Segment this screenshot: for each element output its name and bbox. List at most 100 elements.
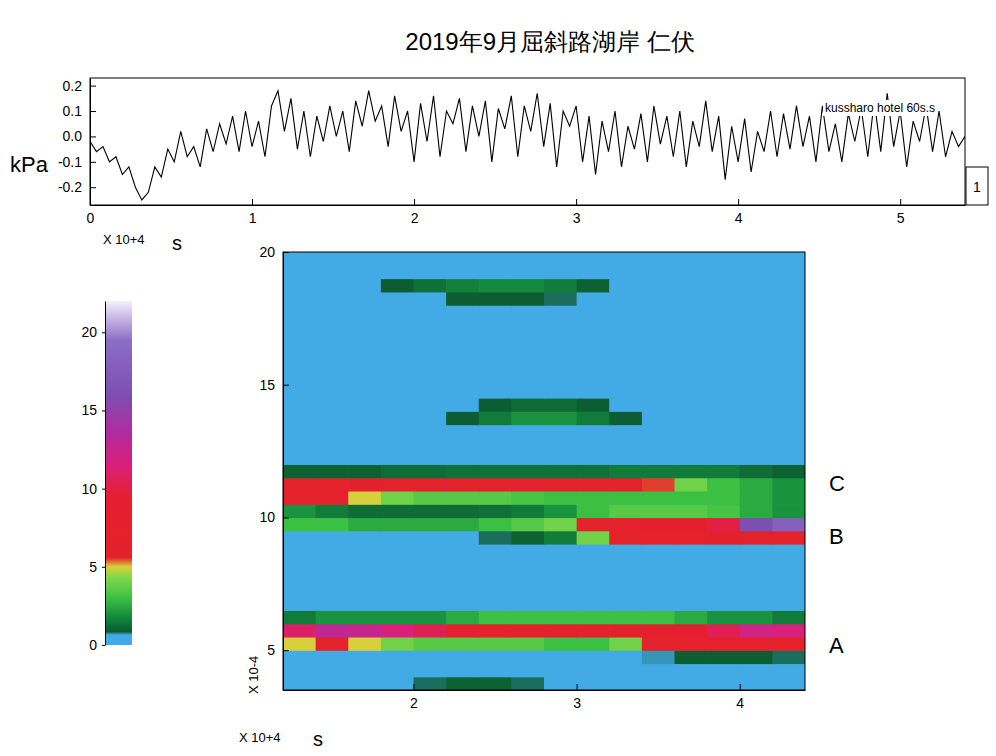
heatmap-cell (577, 610, 610, 624)
heatmap-cell (707, 279, 740, 293)
heatmap-cell (609, 571, 642, 585)
heatmap-cell (316, 265, 349, 279)
heatmap-cell (577, 252, 610, 266)
heatmap-cell (283, 371, 316, 385)
heatmap-cell (772, 557, 805, 571)
heatmap-cell (675, 318, 708, 332)
colorbar-tick-label: 20 (81, 324, 97, 340)
x-tick: 3 (573, 199, 581, 226)
heatmap-cell (316, 677, 349, 690)
heatmap-cell (772, 650, 805, 664)
y-tick-label: 20 (259, 244, 275, 260)
heatmap-cell (511, 265, 544, 279)
x-tick: 4 (735, 199, 743, 226)
heatmap-cell (316, 345, 349, 359)
heatmap-cell (446, 371, 479, 385)
heatmap-cell (772, 358, 805, 372)
heatmap-cell (381, 358, 414, 372)
heatmap-cell (283, 544, 316, 558)
heatmap-cell (544, 610, 577, 624)
y-tick-label: 10 (259, 509, 275, 525)
heatmap-cell (479, 610, 512, 624)
heatmap-cell (675, 345, 708, 359)
heatmap-cell (511, 318, 544, 332)
heatmap-cell (642, 279, 675, 293)
heatmap-cell (446, 584, 479, 598)
heatmap-cell (414, 624, 447, 638)
heatmap-cell (446, 425, 479, 439)
heatmap-cell (511, 425, 544, 439)
heatmap-cell (675, 571, 708, 585)
heatmap-cell (316, 398, 349, 412)
x-tick-label: 3 (573, 695, 581, 711)
heatmap-cell (609, 252, 642, 266)
heatmap-cell (283, 491, 316, 505)
heatmap-cell (414, 411, 447, 425)
heatmap-cell (511, 358, 544, 372)
heatmap-cell (642, 425, 675, 439)
heatmap-cell (479, 464, 512, 478)
heatmap-cell (740, 411, 773, 425)
heatmap-cell (544, 544, 577, 558)
heatmap-cell (577, 305, 610, 319)
heatmap-cell (479, 371, 512, 385)
heatmap-cell (283, 358, 316, 372)
heatmap-cell (544, 252, 577, 266)
heatmap-cell (381, 398, 414, 412)
y-tick-label: 0.1 (63, 103, 83, 119)
heatmap-cell (348, 305, 381, 319)
heatmap-cell (577, 411, 610, 425)
heatmap-cell (675, 252, 708, 266)
heatmap-cell (577, 557, 610, 571)
heatmap-cell (675, 279, 708, 293)
heatmap-cell (642, 318, 675, 332)
heatmap-cell (544, 517, 577, 531)
heatmap-cell (740, 398, 773, 412)
heatmap-cell (283, 398, 316, 412)
heatmap-cell (609, 531, 642, 545)
band-label: C (829, 471, 845, 496)
heatmap-cell (381, 584, 414, 598)
colorbar (105, 301, 132, 645)
heatmap-cell (772, 677, 805, 690)
heatmap-cell (577, 345, 610, 359)
heatmap-cell (609, 610, 642, 624)
heatmap-cell (283, 292, 316, 306)
heatmap-cell (348, 438, 381, 452)
heatmap-cell (511, 624, 544, 638)
heatmap-cell (675, 597, 708, 611)
heatmap-cell (283, 584, 316, 598)
heatmap-cell (740, 571, 773, 585)
heatmap-cell (414, 345, 447, 359)
heatmap-cell (348, 279, 381, 293)
y-tick-mark (90, 86, 96, 87)
heatmap-cell (740, 385, 773, 399)
heatmap-cell (577, 425, 610, 439)
heatmap-cell (283, 517, 316, 531)
heatmap-cell (381, 279, 414, 293)
x-tick: 3 (573, 684, 581, 711)
heatmap-cell (479, 411, 512, 425)
y-axis-multiplier: X 10-4 (246, 656, 261, 694)
heatmap-cell (446, 332, 479, 346)
heatmap-cell (316, 517, 349, 531)
heatmap-cell (414, 504, 447, 518)
heatmap-cell (283, 318, 316, 332)
heatmap-cell (772, 624, 805, 638)
heatmap-cell (479, 517, 512, 531)
heatmap-cell (414, 385, 447, 399)
colorbar-tick: 20 (81, 324, 105, 340)
heatmap-cell (511, 292, 544, 306)
heatmap-cell (544, 531, 577, 545)
heatmap-cell (642, 637, 675, 651)
heatmap-cell (316, 464, 349, 478)
heatmap-cell (381, 637, 414, 651)
heatmap-cell (479, 491, 512, 505)
heatmap-cell (675, 358, 708, 372)
heatmap-cell (675, 584, 708, 598)
heatmap-cell (740, 531, 773, 545)
heatmap-cell (675, 332, 708, 346)
heatmap-cell (479, 438, 512, 452)
heatmap-cell (675, 610, 708, 624)
heatmap-cell (642, 345, 675, 359)
